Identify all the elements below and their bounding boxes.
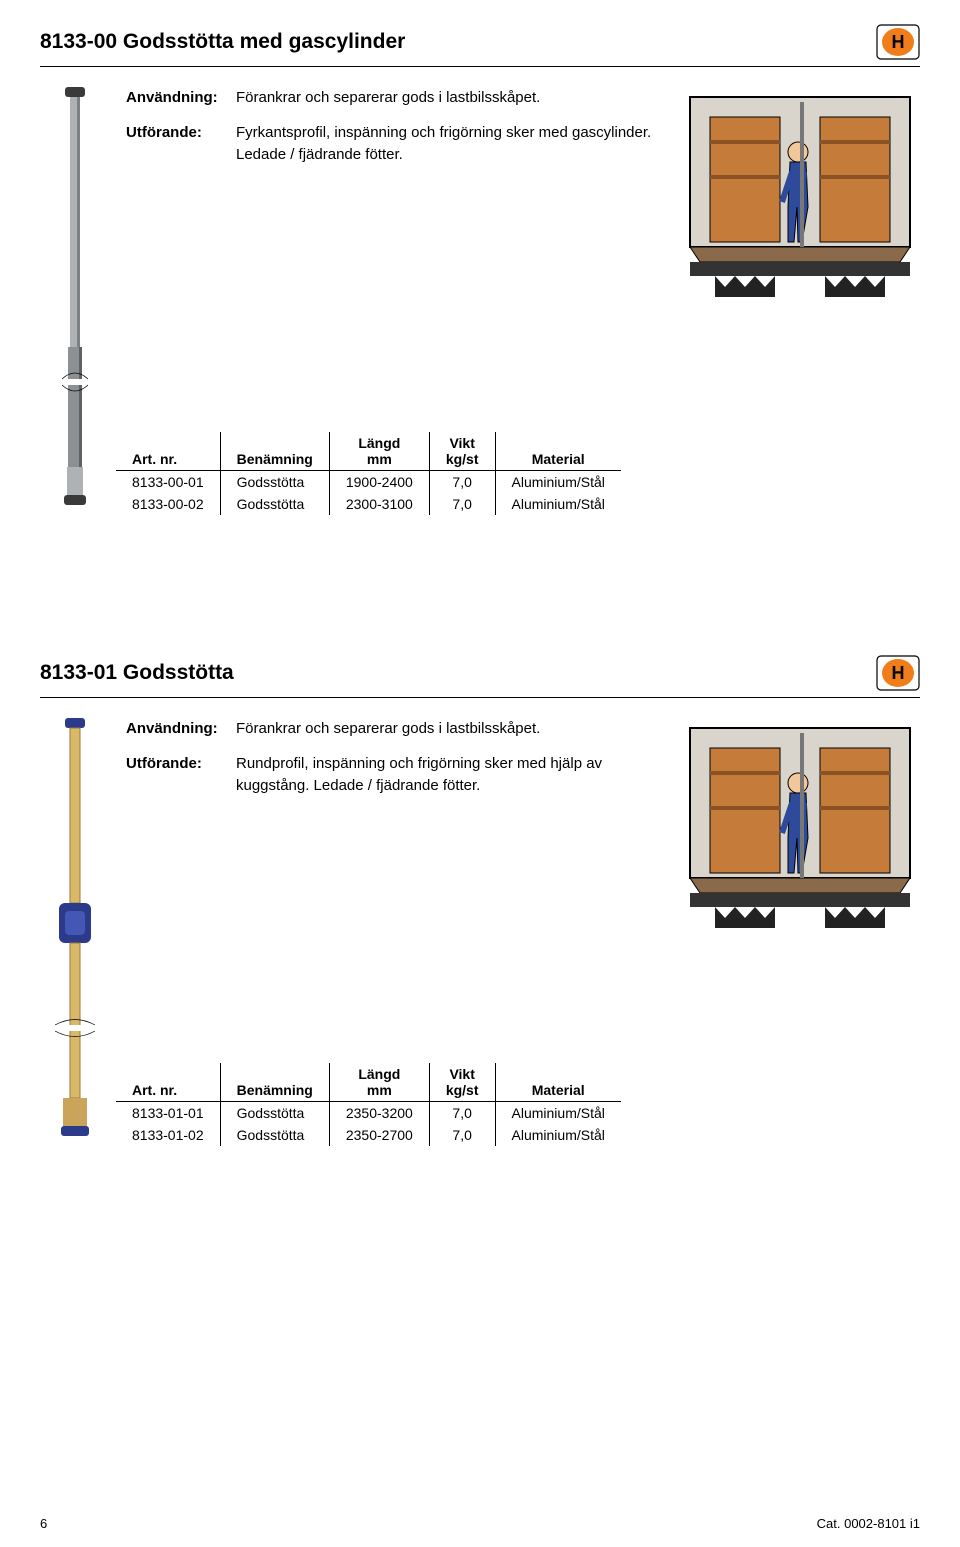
cell-name: Godsstötta [220,1124,329,1146]
section2-content: Användning: Förankrar och separerar gods… [126,718,920,1146]
th-material: Material [495,1063,621,1102]
cell-w: 7,0 [429,1124,495,1146]
support-bar1-icon [62,87,88,507]
cell-len: 2300-3100 [329,493,429,515]
svg-text:H: H [892,663,905,683]
section2-title: 8133-01 Godsstötta [40,661,234,685]
cell-mat: Aluminium/Stål [495,493,621,515]
section1-desc: Användning: Förankrar och separerar gods… [126,87,660,179]
svg-text:H: H [892,32,905,52]
section1-content: Användning: Förankrar och separerar gods… [126,87,920,515]
divider [40,66,920,67]
usage-line: Användning: Förankrar och separerar gods… [126,87,660,110]
table-row: 8133-00-01 Godsstötta 1900-2400 7,0 Alum… [116,471,621,494]
usage-line: Användning: Förankrar och separerar gods… [126,718,660,741]
th-weight: Viktkg/st [429,1063,495,1102]
th-len: Längdmm [329,1063,429,1102]
cell-art: 8133-00-02 [116,493,220,515]
cell-name: Godsstötta [220,493,329,515]
usage-text: Förankrar och separerar gods i lastbilss… [236,87,660,110]
support-bar2-icon [55,718,95,1138]
cell-art: 8133-01-02 [116,1124,220,1146]
cell-len: 2350-2700 [329,1124,429,1146]
cell-art: 8133-00-01 [116,471,220,494]
cell-mat: Aluminium/Stål [495,1102,621,1125]
divider [40,697,920,698]
table-row: 8133-01-02 Godsstötta 2350-2700 7,0 Alum… [116,1124,621,1146]
cell-art: 8133-01-01 [116,1102,220,1125]
th-material: Material [495,432,621,471]
usage-label: Användning: [126,718,236,741]
section1-illustration [680,87,920,312]
section2-header: 8133-01 Godsstötta H [40,655,920,691]
cell-w: 7,0 [429,1102,495,1125]
usage-label: Användning: [126,87,236,110]
th-len: Längdmm [329,432,429,471]
table-row: 8133-00-02 Godsstötta 2300-3100 7,0 Alum… [116,493,621,515]
cell-name: Godsstötta [220,1102,329,1125]
cell-w: 7,0 [429,471,495,494]
th-weight: Viktkg/st [429,432,495,471]
truck-illustration-icon [680,87,920,307]
section1-table: Art. nr. Benämning Längdmm Viktkg/st Mat… [116,432,621,515]
cell-mat: Aluminium/Stål [495,471,621,494]
section2-desc: Användning: Förankrar och separerar gods… [126,718,660,810]
brand-logo-icon: H [876,24,920,60]
section2-illustration [680,718,920,943]
brand-logo-icon: H [876,655,920,691]
exec-text: Fyrkantsprofil, inspänning och frigörnin… [236,122,660,167]
table-row: 8133-01-01 Godsstötta 2350-3200 7,0 Alum… [116,1102,621,1125]
exec-text: Rundprofil, inspänning och frigörning sk… [236,753,660,798]
section2-table: Art. nr. Benämning Längdmm Viktkg/st Mat… [116,1063,621,1146]
product2-image-col [40,718,110,1138]
page-number: 6 [40,1516,47,1531]
section1-desc-row: Användning: Förankrar och separerar gods… [126,87,920,312]
truck-illustration-icon [680,718,920,938]
section1-header: 8133-00 Godsstötta med gascylinder H [40,24,920,60]
cell-len: 2350-3200 [329,1102,429,1125]
page-footer: 6 Cat. 0002-8101 i1 [40,1516,920,1531]
th-name: Benämning [220,1063,329,1102]
th-art: Art. nr. [116,1063,220,1102]
cell-name: Godsstötta [220,471,329,494]
exec-line: Utförande: Fyrkantsprofil, inspänning oc… [126,122,660,167]
section2-desc-row: Användning: Förankrar och separerar gods… [126,718,920,943]
exec-label: Utförande: [126,753,236,798]
th-art: Art. nr. [116,432,220,471]
exec-line: Utförande: Rundprofil, inspänning och fr… [126,753,660,798]
cell-len: 1900-2400 [329,471,429,494]
th-name: Benämning [220,432,329,471]
section2-body: Användning: Förankrar och separerar gods… [40,718,920,1146]
catalog-ref: Cat. 0002-8101 i1 [817,1516,920,1531]
usage-text: Förankrar och separerar gods i lastbilss… [236,718,660,741]
page: 8133-00 Godsstötta med gascylinder H [0,0,960,1547]
exec-label: Utförande: [126,122,236,167]
cell-w: 7,0 [429,493,495,515]
cell-mat: Aluminium/Stål [495,1124,621,1146]
product1-image-col [40,87,110,507]
section1-title: 8133-00 Godsstötta med gascylinder [40,30,405,54]
section1-body: Användning: Förankrar och separerar gods… [40,87,920,515]
